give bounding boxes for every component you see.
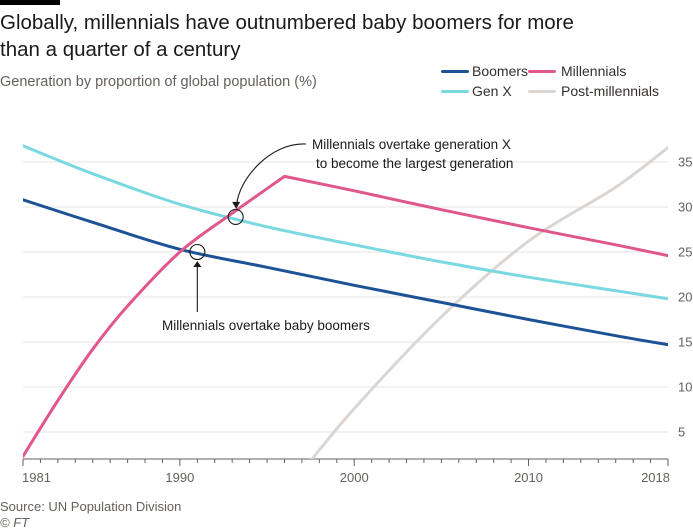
- y-tick-label-30: 30: [678, 200, 692, 215]
- y-tick-label-15: 15: [678, 335, 692, 350]
- chart-subtitle: Generation by proportion of global popul…: [0, 74, 317, 90]
- legend-swatch-millennials: [528, 70, 556, 73]
- y-tick-label-10: 10: [678, 380, 692, 395]
- series-line-millennials: [23, 174, 668, 458]
- annotation-text-boomers: Millennials overtake baby boomers: [162, 318, 370, 333]
- x-tick-label-1981: 1981: [22, 470, 51, 485]
- x-tick-label-2010: 2010: [514, 470, 543, 485]
- annotations: Millennials overtake baby boomers Millen…: [162, 137, 513, 333]
- chart-title: Globally, millennials have outnumbered b…: [0, 9, 640, 63]
- annotation-text-genx-line-1: Millennials overtake generation X: [312, 137, 511, 152]
- legend-swatch-post-millennials: [528, 90, 556, 93]
- series-line-genx: [23, 144, 668, 301]
- legend-swatch-boomers: [441, 70, 469, 73]
- gridlines: 5 10 15 20 25 30 35: [23, 155, 692, 440]
- legend-swatch-genx: [441, 90, 469, 93]
- legend-label-millennials: Millennials: [561, 63, 627, 79]
- chart-title-line-1: Globally, millennials have outnumbered b…: [0, 11, 574, 34]
- annotation-arrow-genx: [236, 143, 307, 205]
- series-lines: [23, 144, 668, 459]
- annotation-circle-genx-crossing: [227, 208, 244, 225]
- annotation-text-genx-line-2: to become the largest generation: [316, 156, 513, 171]
- series-line-post-millennials: [310, 146, 668, 459]
- y-tick-label-35: 35: [678, 155, 692, 170]
- y-tick-label-20: 20: [678, 290, 692, 305]
- legend-label-boomers: Boomers: [472, 63, 529, 79]
- source-note: Source: UN Population Division: [0, 499, 182, 514]
- copyright-note: © FT: [0, 515, 30, 530]
- y-tick-label-25: 25: [678, 245, 692, 260]
- x-tick-label-2000: 2000: [340, 470, 369, 485]
- series-line-boomers: [23, 198, 668, 347]
- annotation-circle-boomers-crossing: [189, 243, 206, 261]
- annotation-arrowhead-genx: [232, 201, 241, 209]
- ft-top-bar: [0, 0, 60, 5]
- legend-label-genx: Gen X: [472, 83, 512, 99]
- annotation-arrowhead-boomers: [193, 261, 202, 267]
- axes: 1981 1990 2000 2010 2018: [22, 458, 670, 485]
- chart-title-line-2: than a quarter of a century: [0, 38, 241, 61]
- y-tick-label-5: 5: [678, 425, 685, 440]
- legend-label-post-millennials: Post-millennials: [561, 83, 660, 99]
- x-tick-label-2018: 2018: [641, 470, 670, 485]
- x-tick-label-1990: 1990: [165, 470, 194, 485]
